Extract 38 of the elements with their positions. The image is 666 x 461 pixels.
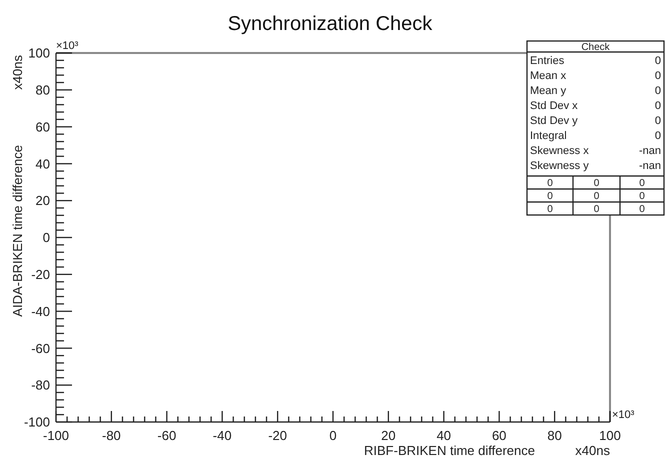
y-tick-label: -100	[24, 414, 50, 430]
text: Skewness x -nan	[530, 145, 661, 157]
y-tick-label: 80	[36, 82, 50, 98]
text: 0 0 0	[547, 178, 645, 189]
y-tick-label: -80	[31, 378, 50, 393]
y-tick-label: -40	[31, 304, 50, 319]
y-tick-label: 20	[36, 193, 50, 208]
text: AIDA-BRIKEN time difference x40ns	[10, 55, 25, 317]
text: Mean y 0	[530, 85, 661, 97]
text: Std Dev x 0	[530, 100, 661, 112]
x-tick-label: 0	[329, 428, 337, 443]
x-tick-label: 80	[547, 428, 562, 443]
text: ×10³	[612, 409, 635, 421]
text: Mean x 0	[530, 70, 661, 82]
text: 0 0 0	[547, 191, 645, 202]
text: Integral 0	[530, 130, 661, 142]
x-tick-label: -20	[268, 428, 287, 443]
text: Std Dev y 0	[530, 115, 661, 127]
text: 0 0 0	[547, 204, 645, 215]
text: Entries 0	[530, 55, 661, 67]
y-tick-label: 0	[42, 230, 50, 246]
text: Skewness y -nan	[530, 160, 661, 172]
text: ×10³	[56, 40, 79, 52]
y-tick-label: -60	[31, 340, 50, 356]
x-tick-label: 100	[599, 428, 621, 443]
x-tick-label: -80	[102, 428, 121, 443]
chart-title: Synchronization Check	[228, 13, 434, 35]
y-tick-label: -20	[31, 266, 50, 282]
x-tick-label: 60	[492, 428, 506, 443]
text: RIBF-BRIKEN time difference x40ns	[364, 443, 610, 458]
annotation: Check	[581, 42, 611, 53]
x-tick-label: -60	[157, 428, 176, 443]
y-tick-label: 40	[36, 156, 50, 172]
y-tick-label: 100	[28, 46, 50, 61]
x-tick-label: 20	[381, 428, 396, 443]
x-tick-label: -40	[212, 428, 232, 443]
y-tick-label: 60	[36, 119, 50, 134]
x-tick-label: 40	[436, 428, 452, 443]
